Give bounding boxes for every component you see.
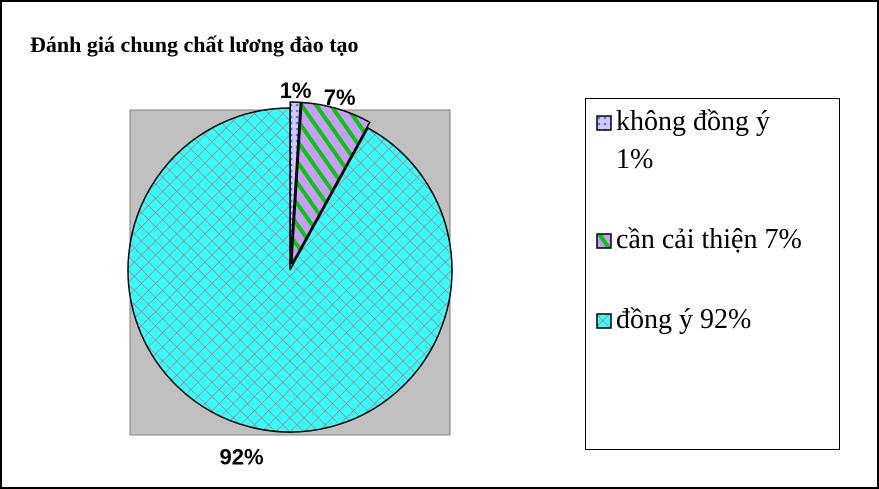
legend-entry: đồng ý 92% xyxy=(596,301,831,339)
legend-swatch-box xyxy=(596,115,612,131)
legend: không đồng ý 1% cần cải thiện 7% đồng ý 92… xyxy=(585,98,840,450)
pie: 1% 7% 92% xyxy=(127,78,453,470)
pie-slice xyxy=(289,101,302,265)
data-label: 7% xyxy=(324,85,356,110)
legend-swatch xyxy=(596,233,612,249)
legend-swatch-box xyxy=(596,233,612,249)
pie-slice xyxy=(127,107,453,433)
legend-entry: không đồng ý 1% xyxy=(596,103,831,179)
legend-entry: cần cải thiện 7% xyxy=(596,221,831,259)
pie-slice xyxy=(290,101,371,265)
legend-swatch-box xyxy=(596,313,612,329)
legend-label: không đồng ý 1% xyxy=(616,106,770,175)
legend-swatch xyxy=(596,115,612,131)
legend-label: đồng ý 92% xyxy=(616,304,752,335)
legend-swatch xyxy=(596,313,612,329)
chart-title: Đánh giá chung chất lương đào tạo xyxy=(30,32,359,57)
legend-label: cần cải thiện 7% xyxy=(616,224,802,255)
data-label: 1% xyxy=(280,78,312,103)
data-label: 92% xyxy=(219,445,263,470)
